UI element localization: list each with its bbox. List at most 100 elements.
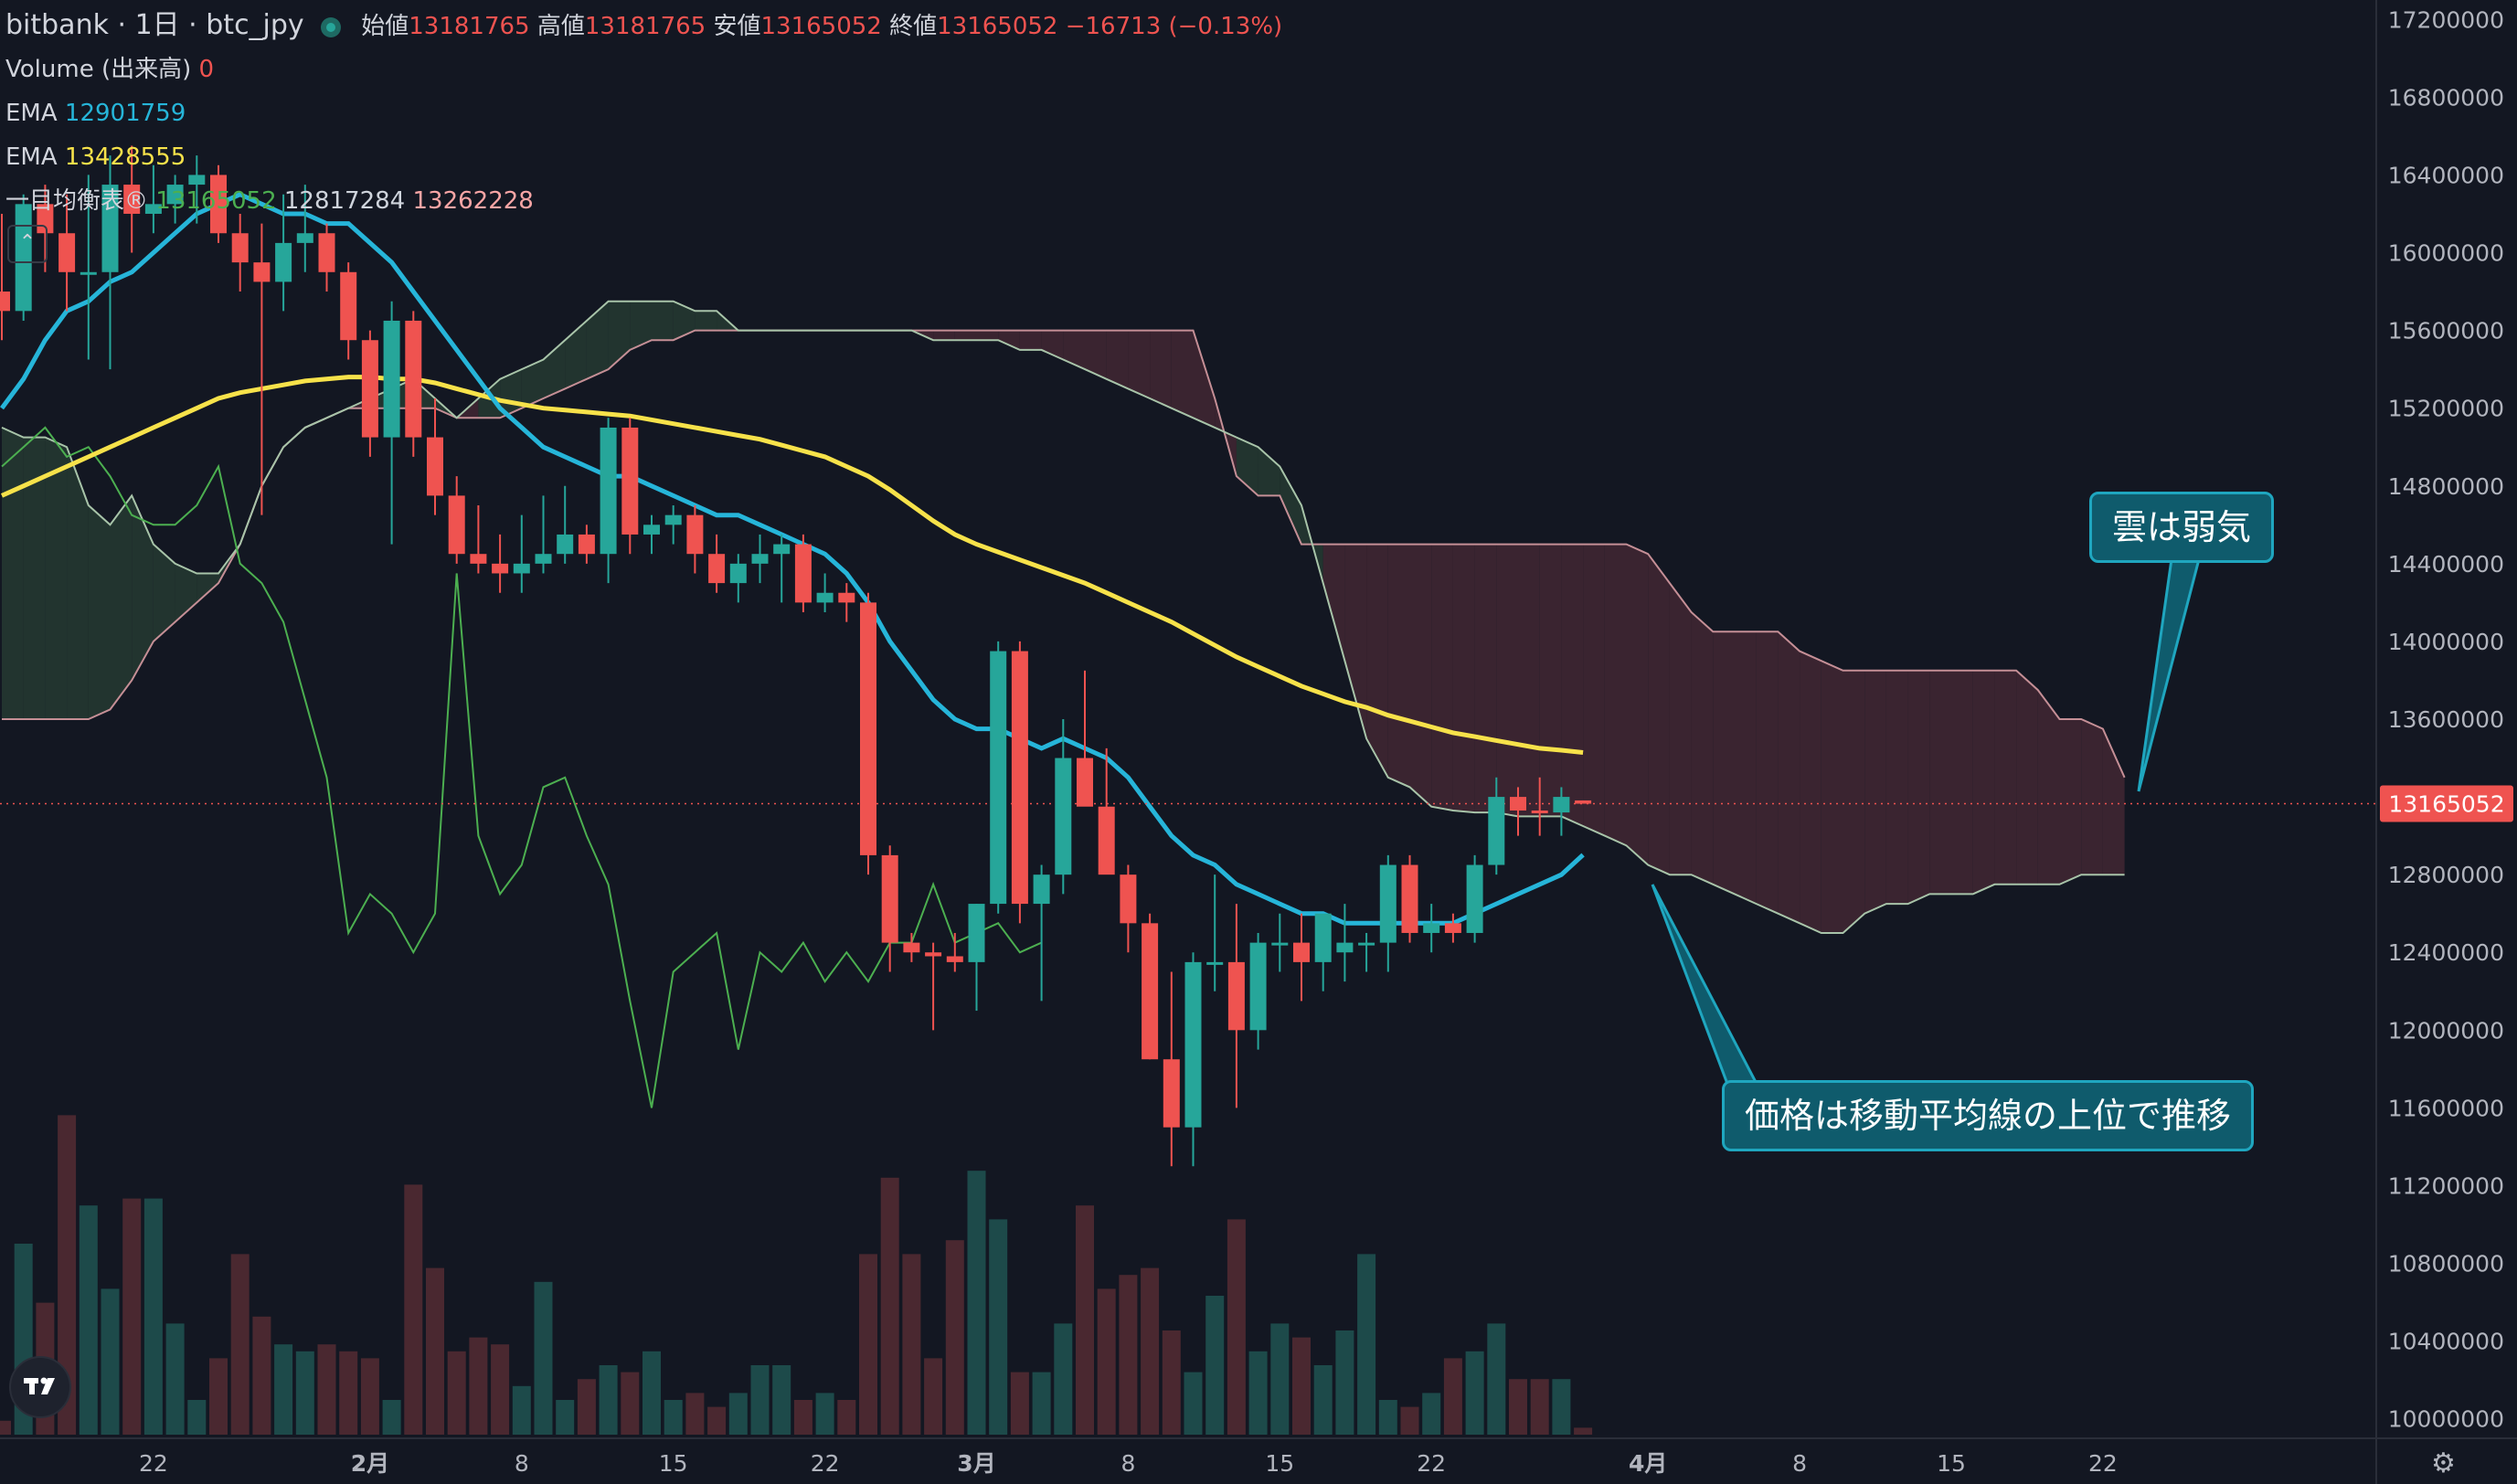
ema-short-legend[interactable]: EMA 12901759 <box>5 91 1282 135</box>
price-tick-label: 14000000 <box>2388 629 2504 655</box>
candle-body <box>535 554 552 564</box>
candle-body <box>1401 864 1418 933</box>
candle <box>1120 864 1137 953</box>
gear-icon[interactable]: ⚙ <box>2431 1447 2456 1479</box>
volume-bar <box>1422 1393 1441 1435</box>
price-tick-label: 12400000 <box>2388 939 2504 966</box>
date-tick-label: 8 <box>1120 1450 1135 1477</box>
candle <box>1336 904 1354 982</box>
candle <box>1358 932 1375 972</box>
candle-body <box>383 320 400 438</box>
tradingview-logo-icon[interactable] <box>9 1356 71 1418</box>
volume-bar <box>165 1323 185 1435</box>
candle-body <box>773 544 791 555</box>
volume-bar <box>252 1316 271 1435</box>
candle-body <box>1033 874 1050 905</box>
volume-bar <box>426 1267 444 1435</box>
ema-long-line <box>0 375 1584 755</box>
volume-bar <box>837 1400 856 1435</box>
volume-bar <box>577 1379 596 1435</box>
cloud-segment <box>1431 544 1453 811</box>
volume-bar <box>143 1198 163 1435</box>
cloud-segment <box>976 330 999 341</box>
price-annotation[interactable]: 価格は移動平均線の上位で推移 <box>1722 1080 2255 1151</box>
candle <box>1488 777 1505 875</box>
date-tick-label: 22 <box>139 1450 168 1477</box>
candlesticks <box>0 145 1592 1167</box>
price-tick-label: 11600000 <box>2388 1095 2504 1121</box>
candle <box>188 155 206 224</box>
volume-bar <box>1443 1358 1462 1435</box>
candle <box>166 175 184 224</box>
price-axis: 10000000 10400000 10800000 11200000 11600000… <box>2380 6 2513 1433</box>
volume-bar <box>1205 1296 1225 1435</box>
candle <box>1401 854 1418 943</box>
volume-bar <box>187 1400 207 1435</box>
candle-body <box>600 427 617 555</box>
ema-long-legend[interactable]: EMA 13428555 <box>5 135 1282 179</box>
candle <box>535 495 552 574</box>
cloud-segment <box>1604 544 1627 846</box>
date-tick-label: 15 <box>659 1450 688 1477</box>
cloud-segment <box>2 427 24 719</box>
ichimoku-legend[interactable]: 一目均衡表® 13165052 12817284 13262228 <box>5 179 1282 223</box>
volume-bar <box>1141 1267 1160 1435</box>
volume-bar <box>1032 1372 1051 1435</box>
time-axis: 22 2月 8 15 22 3月 8 15 22 4月 8 15 22 <box>139 1450 2118 1477</box>
price-tick-label: 17200000 <box>2388 6 2504 33</box>
volume-bar <box>1270 1323 1290 1435</box>
candle-body <box>1055 758 1072 875</box>
price-tick-label: 12000000 <box>2388 1017 2504 1044</box>
cloud-segment <box>1843 670 1865 933</box>
candle-body <box>1358 942 1375 946</box>
candle <box>881 845 898 972</box>
candle-body <box>816 592 834 603</box>
candle <box>1011 641 1028 924</box>
market-status-icon[interactable] <box>320 16 341 37</box>
candle <box>1055 719 1072 895</box>
candle <box>1423 904 1440 953</box>
volume-bar <box>79 1205 98 1435</box>
ema-short-value: 12901759 <box>64 100 186 127</box>
date-tick-label: 2月 <box>351 1450 389 1477</box>
high-value: 13181765 <box>584 13 706 40</box>
cloud-segment <box>565 320 587 389</box>
candle-body <box>1379 864 1397 943</box>
cloud-segment <box>1561 544 1584 826</box>
candle-body <box>1314 913 1332 962</box>
candle-body <box>838 592 855 603</box>
volume-bar <box>1162 1330 1181 1435</box>
symbol-title[interactable]: bitbank · 1日 · btc_jpy <box>5 9 304 41</box>
candle <box>903 932 920 962</box>
volume-bar <box>230 1254 250 1435</box>
volume-bar <box>447 1351 466 1435</box>
candle-body <box>968 904 985 962</box>
candle <box>621 418 639 555</box>
price-tick-label: 16000000 <box>2388 240 2504 267</box>
cloud-segment <box>45 437 68 719</box>
collapse-legend-button[interactable]: ⌃ <box>7 225 48 263</box>
cloud-segment <box>1474 544 1497 813</box>
cloud-segment <box>500 369 522 419</box>
volume-legend[interactable]: Volume (出来高) 0 <box>5 48 1282 91</box>
volume-bar <box>945 1240 964 1435</box>
candle <box>1379 854 1397 972</box>
cloud-segment <box>1171 330 1194 419</box>
candle <box>1227 904 1245 1108</box>
volume-bar <box>1248 1351 1268 1435</box>
cloud-segment <box>954 330 977 341</box>
cloud-segment <box>1929 670 1951 895</box>
price-tick-label: 12800000 <box>2388 862 2504 888</box>
candle <box>318 223 335 292</box>
cloud-annotation[interactable]: 雲は弱気 <box>2089 492 2275 563</box>
volume-bars <box>0 1115 1593 1435</box>
candle <box>1314 913 1332 991</box>
ema-short-line <box>0 191 1585 926</box>
cloud-segment <box>1106 330 1129 389</box>
cloud-segment <box>933 330 955 341</box>
volume-bar <box>902 1254 921 1435</box>
close-label: 終値 <box>889 13 938 40</box>
candle-body <box>621 427 639 535</box>
candle <box>860 592 876 875</box>
